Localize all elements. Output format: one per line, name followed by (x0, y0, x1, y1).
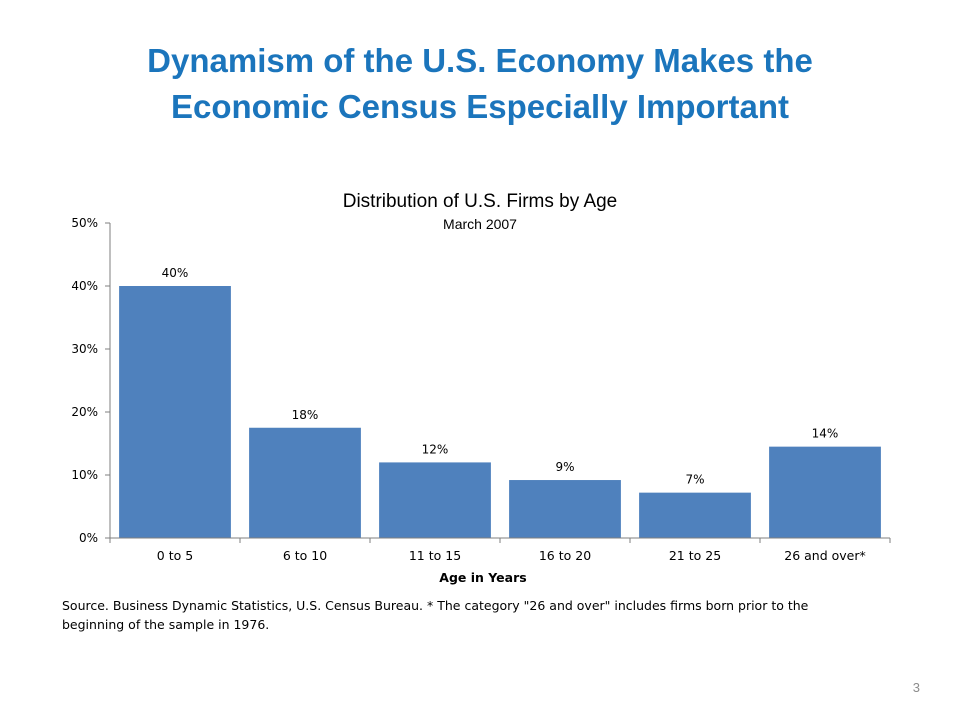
bar-3 (509, 480, 621, 538)
bar-1 (249, 427, 361, 538)
bar-2 (379, 462, 491, 538)
chart-title: Distribution of U.S. Firms by Age (343, 191, 618, 212)
y-tick-label-3: 30% (71, 342, 98, 356)
bars-layer: 40% 18% 12% 9% 7% 14% (119, 266, 881, 538)
category-label-2: 11 to 15 (409, 548, 461, 563)
bar-4 (639, 492, 751, 538)
category-label-5: 26 and over* (784, 548, 866, 563)
data-label-1: 18% (292, 408, 319, 422)
data-label-5: 14% (812, 427, 839, 441)
y-tick-label-5: 50% (71, 216, 98, 230)
y-tick-label-2: 20% (71, 405, 98, 419)
data-label-4: 7% (685, 473, 704, 487)
category-label-1: 6 to 10 (283, 548, 327, 563)
slide-title-line-1: Dynamism of the U.S. Economy Makes the (147, 42, 813, 79)
slide-title: Dynamism of the U.S. Economy Makes the E… (40, 38, 920, 130)
bar-5 (769, 446, 881, 538)
category-label-4: 21 to 25 (669, 548, 721, 563)
bar-0 (119, 286, 231, 538)
category-label-3: 16 to 20 (539, 548, 591, 563)
data-label-2: 12% (422, 442, 449, 456)
axes-layer: 0 to 5 6 to 10 11 to 15 16 to 20 21 to 25 26 … (71, 216, 891, 563)
data-label-3: 9% (555, 460, 574, 474)
category-label-0: 0 to 5 (157, 548, 193, 563)
slide-title-line-2: Economic Census Especially Important (170, 88, 789, 125)
chart-subtitle: March 2007 (443, 216, 517, 232)
source-note: Source. Business Dynamic Statistics, U.S… (62, 598, 809, 632)
x-axis-title: Age in Years (439, 570, 526, 585)
page-number: 3 (912, 680, 920, 695)
y-tick-label-4: 40% (71, 279, 98, 293)
y-tick-label-0: 0% (79, 531, 98, 545)
y-tick-label-1: 10% (71, 468, 98, 482)
data-label-0: 40% (162, 266, 189, 280)
